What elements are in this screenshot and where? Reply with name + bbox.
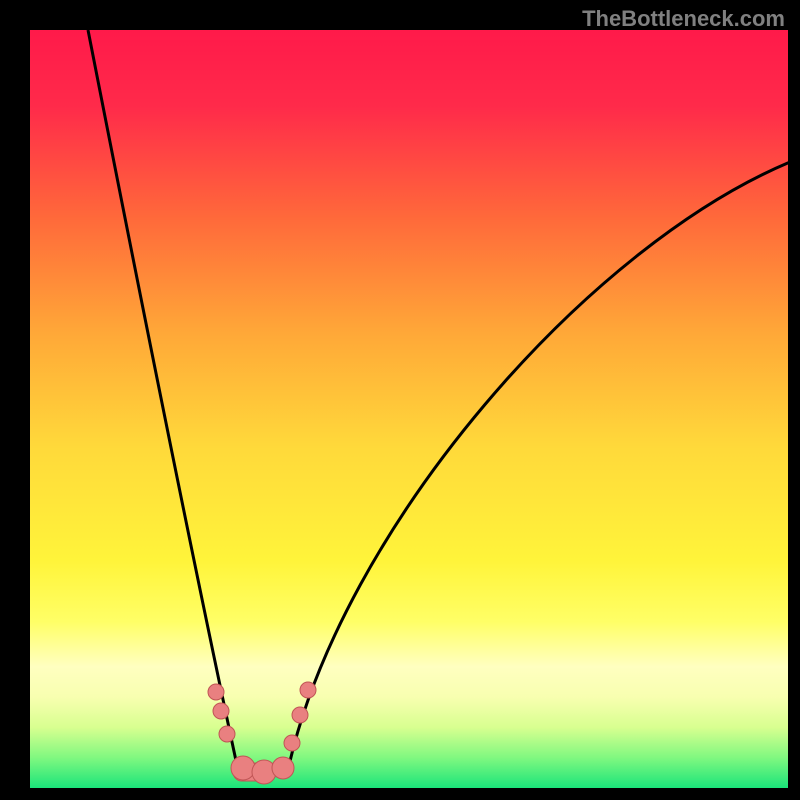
watermark: TheBottleneck.com <box>582 6 785 32</box>
gradient-background <box>30 30 788 788</box>
plot-area <box>30 30 788 788</box>
